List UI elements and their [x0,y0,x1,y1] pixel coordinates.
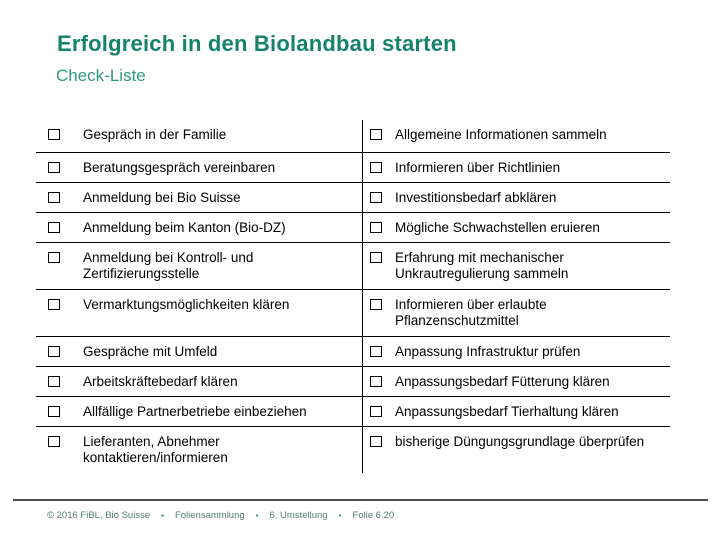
checkbox-icon [48,376,60,387]
checklist-item-label: Allfällige Partnerbetriebe einbeziehen [83,404,307,419]
checklist-cell-right: Anpassungsbedarf Tierhaltung klären [362,397,670,426]
checklist-row: Anmeldung bei Bio Suisse Investitionsbeda… [36,183,670,213]
checklist-cell-right: bisherige Düngungsgrundlage überprüfen [362,427,670,473]
checklist-item-label: Anmeldung beim Kanton (Bio-DZ) [83,220,286,235]
checkbox-icon [370,252,382,263]
checkbox-icon [370,222,382,233]
checklist-item-label: Investitionsbedarf abklären [395,190,557,205]
checklist-cell-right: Anpassung Infrastruktur prüfen [362,337,670,366]
checklist-item-label: Gespräch in der Familie [83,127,227,142]
checklist-row: Allfällige Partnerbetriebe einbeziehen An… [36,397,670,427]
checklist-item-label: Mögliche Schwachstellen eruieren [395,220,600,235]
checkbox-icon [370,162,382,173]
checkbox-icon [370,299,382,310]
checklist-item-label: Anpassungsbedarf Fütterung klären [395,374,610,389]
checklist-cell-right: Informieren über erlaubte Pflanzenschutz… [362,290,670,336]
checklist-row: Beratungsgespräch vereinbaren Informieren… [36,153,670,183]
checkbox-icon [370,376,382,387]
checklist-row: Anmeldung beim Kanton (Bio-DZ) Mögliche S… [36,213,670,243]
checklist-cell-right: Investitionsbedarf abklären [362,183,670,212]
square-bullet-icon: ▪ [338,511,342,520]
footer-segment: Foliensammlung [174,510,245,521]
checkbox-icon [48,129,60,140]
checkbox-icon [48,299,60,310]
square-bullet-icon: ▪ [255,511,259,520]
square-bullet-icon: ▪ [161,511,164,520]
checklist-cell-left: Vermarktungsmöglichkeiten klären [36,290,362,336]
checklist-row: Vermarktungsmöglichkeiten klären Informie… [36,290,670,337]
checklist-row: Lieferanten, Abnehmer kontaktieren/infor… [36,427,670,473]
checklist-item-label: Beratungsgespräch vereinbaren [83,160,276,175]
checklist-item-label: Vermarktungsmöglichkeiten klären [83,297,290,312]
checklist-cell-left: Gespräch in der Familie [36,120,362,152]
checklist-item-label: Anmeldung bei Kontroll- und Zertifizieru… [83,250,254,281]
checkbox-icon [48,192,60,203]
checklist-item-label: Anpassungsbedarf Tierhaltung klären [395,404,619,419]
footer: © 2016 FiBL, Bio Suisse ▪ Foliensammlung ▪ 6… [47,510,394,521]
checklist-cell-left: Beratungsgespräch vereinbaren [36,153,362,182]
checklist-cell-left: Lieferanten, Abnehmer kontaktieren/infor… [36,427,362,473]
checkbox-icon [370,406,382,417]
checkbox-icon [48,162,60,173]
footer-segment: 6. Umstellung [269,510,328,521]
checklist-cell-right: Informieren über Richtlinien [362,153,670,182]
slide-title: Erfolgreich in den Biolandbau starten [57,31,457,56]
checklist-cell-right: Anpassungsbedarf Fütterung klären [362,367,670,396]
checklist-item-label: Anpassung Infrastruktur prüfen [395,344,581,359]
checklist-row: Gespräche mit Umfeld Anpassung Infrastruk… [36,337,670,367]
checkbox-icon [370,129,382,140]
footer-copyright: © 2016 FiBL, Bio Suisse [47,510,151,521]
checklist-item-label: Gespräche mit Umfeld [83,344,218,359]
checklist-row: Arbeitskräftebedarf klären Anpassungsbeda… [36,367,670,397]
checkbox-icon [370,192,382,203]
checklist-item-label: Allgemeine Informationen sammeln [395,127,607,142]
checkbox-icon [48,436,60,447]
checklist-row: Anmeldung bei Kontroll- und Zertifizieru… [36,243,670,290]
checkbox-icon [48,252,60,263]
checklist-table: Gespräch in der Familie Allgemeine Inform… [36,120,670,473]
checklist-item-label: Informieren über Richtlinien [395,160,561,175]
checklist-cell-left: Anmeldung bei Kontroll- und Zertifizieru… [36,243,362,289]
checklist-row: Gespräch in der Familie Allgemeine Inform… [36,120,670,153]
checklist-cell-right: Mögliche Schwachstellen eruieren [362,213,670,242]
checklist-cell-right: Allgemeine Informationen sammeln [362,120,670,152]
checklist-cell-left: Arbeitskräftebedarf klären [36,367,362,396]
checklist-item-label: Erfahrung mit mechanischer Unkrautreguli… [395,250,569,281]
checklist-item-label: Lieferanten, Abnehmer kontaktieren/infor… [83,434,228,465]
slide-subtitle: Check-Liste [56,66,146,85]
checkbox-icon [370,346,382,357]
checklist-cell-left: Anmeldung beim Kanton (Bio-DZ) [36,213,362,242]
checklist-item-label: Informieren über erlaubte Pflanzenschutz… [395,297,547,328]
checklist-item-label: bisherige Düngungsgrundlage überprüfen [395,434,645,449]
checklist-cell-right: Erfahrung mit mechanischer Unkrautreguli… [362,243,670,289]
checkbox-icon [370,436,382,447]
checkbox-icon [48,346,60,357]
checkbox-icon [48,222,60,233]
checkbox-icon [48,406,60,417]
checklist-item-label: Arbeitskräftebedarf klären [83,374,238,389]
checklist-cell-left: Gespräche mit Umfeld [36,337,362,366]
footer-divider [13,499,708,501]
checklist-cell-left: Allfällige Partnerbetriebe einbeziehen [36,397,362,426]
checklist-item-label: Anmeldung bei Bio Suisse [83,190,241,205]
footer-segment: Folie 6.20 [352,510,395,521]
checklist-cell-left: Anmeldung bei Bio Suisse [36,183,362,212]
